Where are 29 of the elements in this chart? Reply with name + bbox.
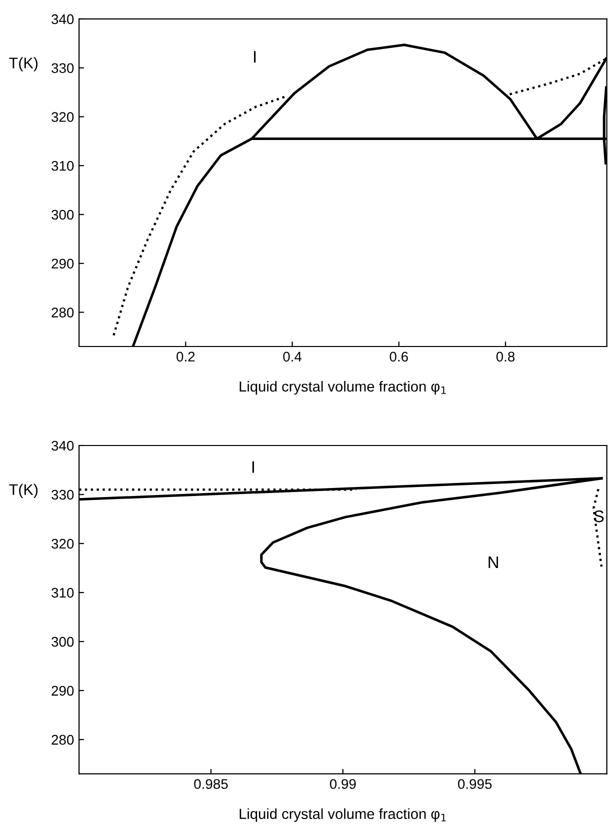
- x-tick-label: 0.6: [390, 352, 408, 362]
- y-tick-label: 300: [52, 210, 74, 220]
- annotation: I: [252, 461, 254, 473]
- y-axis-title: T(K): [9, 57, 38, 72]
- y-tick-label: 310: [52, 588, 74, 598]
- x-tick-label: 0.995: [458, 779, 492, 789]
- y-tick-label: 290: [52, 686, 74, 696]
- y-axis-title: T(K): [9, 484, 38, 498]
- annotation: S: [594, 510, 604, 522]
- y-tick-label: 330: [52, 490, 74, 500]
- y-tick-label: 300: [52, 636, 74, 647]
- y-tick-label: 290: [52, 258, 74, 269]
- y-tick-label: 340: [52, 14, 74, 24]
- annotation: N: [488, 556, 498, 568]
- annotation: I: [254, 51, 256, 63]
- y-tick-label: 320: [52, 112, 74, 122]
- y-tick-label: 320: [52, 538, 74, 549]
- x-tick-label: 0.4: [283, 352, 302, 362]
- x-tick-label: 0.99: [330, 779, 356, 789]
- y-tick-label: 310: [52, 160, 74, 171]
- x-tick-label: 0.2: [176, 352, 195, 362]
- y-tick-label: 340: [52, 440, 74, 451]
- x-axis-title: Liquid crystal volume fraction φ$_{1}$: [240, 380, 446, 395]
- x-tick-label: 0.8: [496, 352, 515, 362]
- x-tick-label: 0.985: [194, 779, 228, 789]
- x-axis-title: Liquid crystal volume fraction φ$_{1}$: [240, 808, 446, 822]
- y-tick-label: 330: [52, 63, 74, 74]
- y-tick-label: 280: [52, 308, 74, 318]
- y-tick-label: 280: [52, 734, 74, 745]
